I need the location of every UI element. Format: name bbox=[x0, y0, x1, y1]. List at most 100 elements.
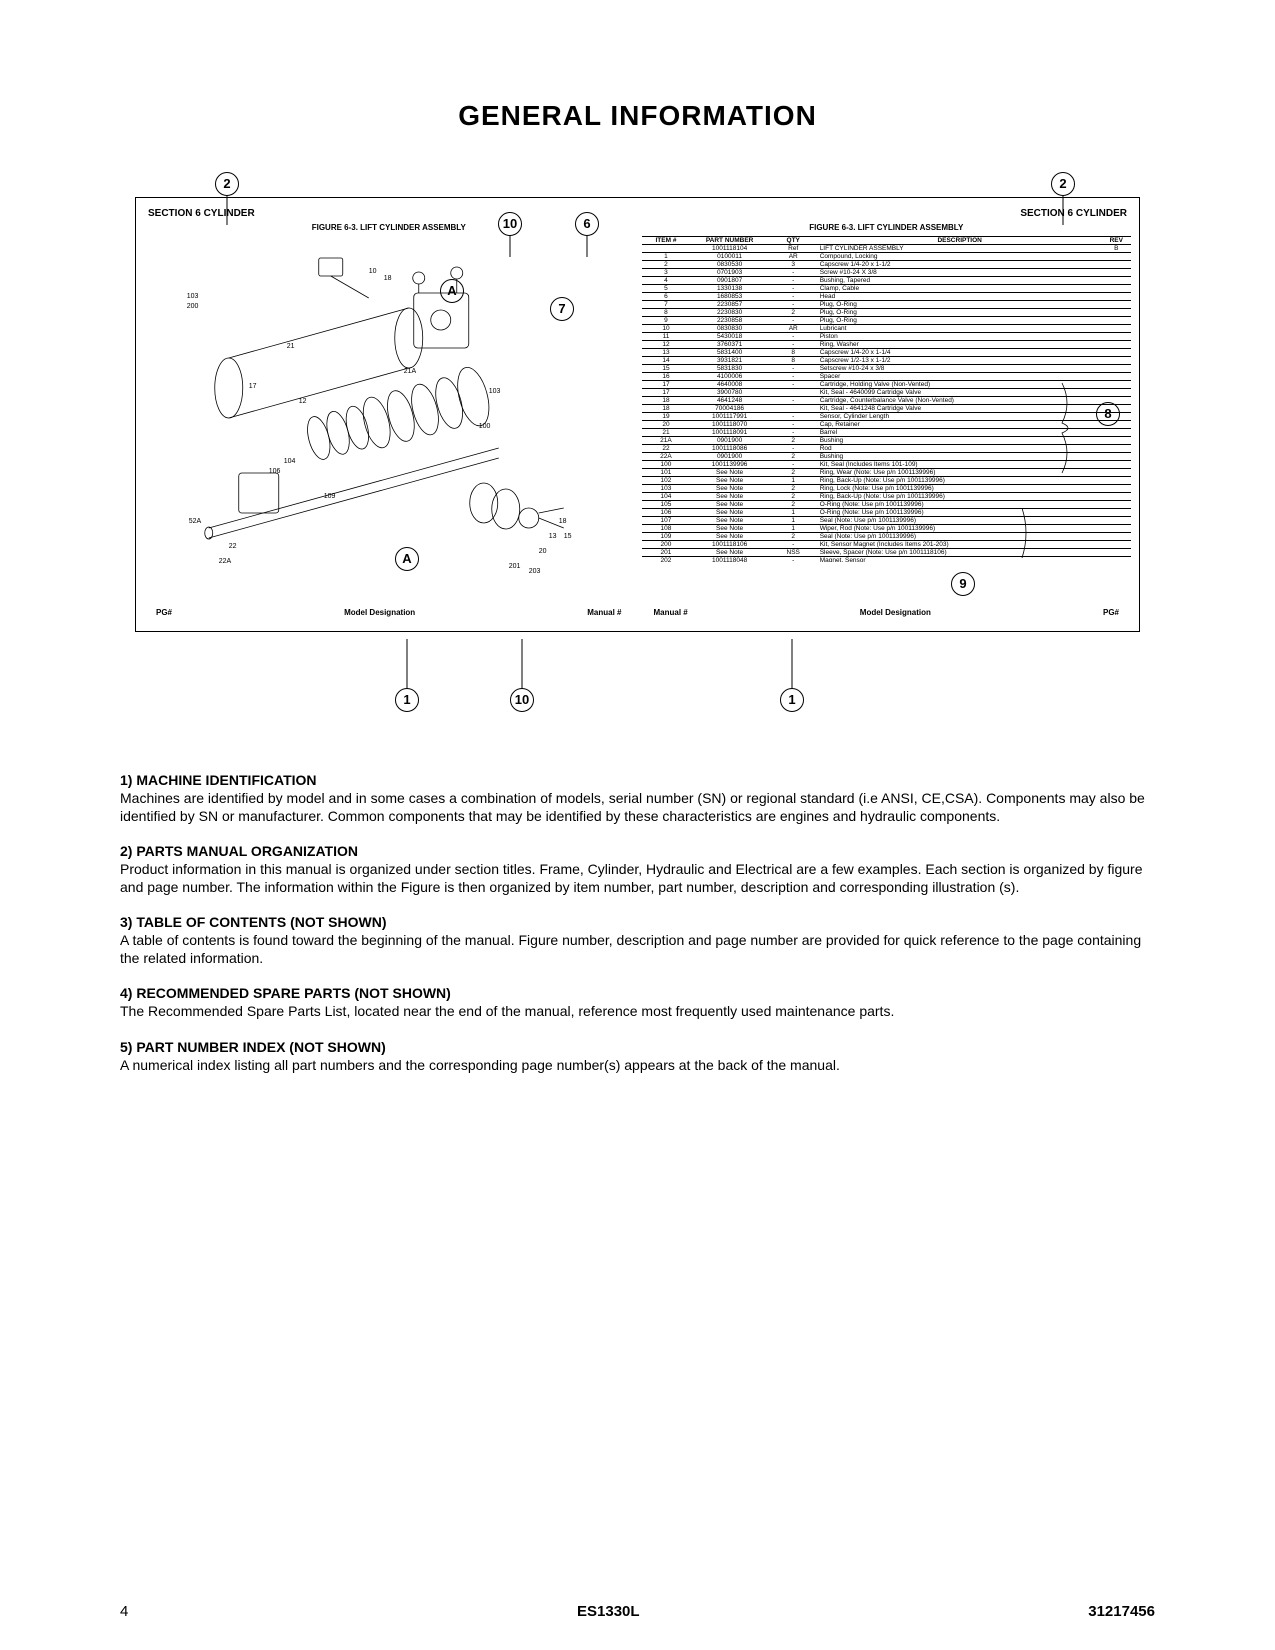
svg-text:106: 106 bbox=[269, 468, 281, 475]
table-row: 173900780 Kit, Seal - 4640099 Cartridge … bbox=[642, 389, 1132, 397]
section-body: A table of contents is found toward the … bbox=[120, 932, 1155, 967]
col-header: QTY bbox=[769, 237, 818, 245]
table-row: 1001001139996-Kit, Seal (Includes Items … bbox=[642, 461, 1132, 469]
table-row: 103See Note2 Ring, Lock (Note: Use p/n 1… bbox=[642, 485, 1132, 493]
callout-1-left: 1 bbox=[395, 688, 419, 712]
svg-text:203: 203 bbox=[529, 568, 541, 575]
callout-2-left: 2 bbox=[215, 172, 239, 196]
col-header: PART NUMBER bbox=[690, 237, 768, 245]
table-row: 102See Note1 Ring, Back-Up (Note: Use p/… bbox=[642, 477, 1132, 485]
table-row: 72230857-Plug, O-Ring bbox=[642, 301, 1132, 309]
section: 1) MACHINE IDENTIFICATION Machines are id… bbox=[120, 772, 1155, 825]
svg-text:13: 13 bbox=[549, 533, 557, 540]
diagram-figure: 2 2 10 6 7 A A 8 9 1 10 1 SECTION 6 CYLI… bbox=[120, 172, 1155, 712]
svg-text:109: 109 bbox=[324, 493, 336, 500]
table-row: 822308302Plug, O-Ring bbox=[642, 309, 1132, 317]
footer-pg-left: PG# bbox=[156, 608, 172, 617]
table-row: 40901807-Bushing, Tapered bbox=[642, 277, 1132, 285]
section: 4) RECOMMENDED SPARE PARTS (NOT SHOWN) Th… bbox=[120, 985, 1155, 1021]
table-row: 22A09019002 Bushing bbox=[642, 453, 1132, 461]
table-row: 201See NoteNSS Sleeve, Spacer (Note: Use… bbox=[642, 549, 1132, 557]
parts-table: ITEM #PART NUMBERQTYDESCRIPTIONREV 10011… bbox=[642, 236, 1132, 562]
svg-text:103: 103 bbox=[489, 388, 501, 395]
svg-text:100: 100 bbox=[479, 423, 491, 430]
svg-text:103: 103 bbox=[187, 293, 199, 300]
section-heading: 1) MACHINE IDENTIFICATION bbox=[120, 772, 1155, 788]
table-row: 106See Note1 O-Ring (Note: Use p/n 10011… bbox=[642, 509, 1132, 517]
callout-1-right: 1 bbox=[780, 688, 804, 712]
section-header-left: SECTION 6 CYLINDER bbox=[144, 206, 634, 221]
svg-text:10: 10 bbox=[369, 268, 377, 275]
table-row: 21A09019002 Bushing bbox=[642, 437, 1132, 445]
table-row: 2001001118106-Kit, Sensor Magnet (Includ… bbox=[642, 541, 1132, 549]
figure-caption-right: FIGURE 6-3. LIFT CYLINDER ASSEMBLY bbox=[642, 223, 1132, 232]
page-title: GENERAL INFORMATION bbox=[120, 100, 1155, 132]
svg-text:200: 200 bbox=[187, 303, 199, 310]
table-row: 201001118070-Cap, Retainer bbox=[642, 421, 1132, 429]
section: 2) PARTS MANUAL ORGANIZATION Product info… bbox=[120, 843, 1155, 896]
col-header: ITEM # bbox=[642, 237, 691, 245]
table-row: 92230858-Plug, O-Ring bbox=[642, 317, 1132, 325]
svg-text:21: 21 bbox=[287, 343, 295, 350]
table-row: 30701903-Screw #10-24 X 3/8 bbox=[642, 269, 1132, 277]
page-footer: 4 ES1330L 31217456 bbox=[120, 1603, 1155, 1620]
footer-model-right: Model Designation bbox=[860, 608, 931, 617]
callout-2-right: 2 bbox=[1051, 172, 1075, 196]
section-body: A numerical index listing all part numbe… bbox=[120, 1057, 1155, 1075]
svg-text:21A: 21A bbox=[404, 368, 417, 375]
section-heading: 3) TABLE OF CONTENTS (NOT SHOWN) bbox=[120, 914, 1155, 930]
section: 3) TABLE OF CONTENTS (NOT SHOWN) A table … bbox=[120, 914, 1155, 967]
exploded-view-panel: SECTION 6 CYLINDER FIGURE 6-3. LIFT CYLI… bbox=[144, 206, 634, 623]
table-row: 174640008-Cartridge, Holding Valve (Non-… bbox=[642, 381, 1132, 389]
table-row: 51330138-Clamp, Cable bbox=[642, 285, 1132, 293]
table-row: 10100011ARCompound, Locking bbox=[642, 253, 1132, 261]
table-row: 105See Note2 O-Ring (Note: Use p/n 10011… bbox=[642, 501, 1132, 509]
section: 5) PART NUMBER INDEX (NOT SHOWN) A numeri… bbox=[120, 1039, 1155, 1075]
table-row: 61680853-Head bbox=[642, 293, 1132, 301]
table-row: 108See Note1 Wiper, Rod (Note: Use p/n 1… bbox=[642, 525, 1132, 533]
svg-text:18: 18 bbox=[559, 518, 567, 525]
svg-text:17: 17 bbox=[249, 383, 257, 390]
section-body: Machines are identified by model and in … bbox=[120, 790, 1155, 825]
table-row: 191001117991-Sensor, Cylinder Length bbox=[642, 413, 1132, 421]
exploded-illustration: 103 200 10 18 21 21A 17 12 103 104106 109 100… bbox=[144, 238, 634, 578]
publication-number: 31217456 bbox=[1088, 1603, 1155, 1620]
section-heading: 5) PART NUMBER INDEX (NOT SHOWN) bbox=[120, 1039, 1155, 1055]
footer-man-right: Manual # bbox=[654, 608, 688, 617]
svg-text:15: 15 bbox=[564, 533, 572, 540]
section-heading: 4) RECOMMENDED SPARE PARTS (NOT SHOWN) bbox=[120, 985, 1155, 1001]
section-heading: 2) PARTS MANUAL ORGANIZATION bbox=[120, 843, 1155, 859]
table-row: 123760371-Ring, Washer bbox=[642, 341, 1132, 349]
svg-text:22: 22 bbox=[229, 543, 237, 550]
section-body: Product information in this manual is or… bbox=[120, 861, 1155, 896]
table-row: 115430018-Piston bbox=[642, 333, 1132, 341]
svg-text:104: 104 bbox=[284, 458, 296, 465]
footer-model-left: Model Designation bbox=[344, 608, 415, 617]
callout-10b: 10 bbox=[510, 688, 534, 712]
table-row: 155831830-Setscrew #10-24 x 3/8 bbox=[642, 365, 1132, 373]
footer-pg-right: PG# bbox=[1103, 608, 1119, 617]
table-row: 1358314008Capscrew 1/4-20 x 1-1/4 bbox=[642, 349, 1132, 357]
table-row: 109See Note2 Seal (Note: Use p/n 1001139… bbox=[642, 533, 1132, 541]
table-row: 104See Note2 Ring, Back-Up (Note: Use p/… bbox=[642, 493, 1132, 501]
table-row: 1870004186 Kit, Seal - 4641248 Cartridge… bbox=[642, 405, 1132, 413]
section-header-right: SECTION 6 CYLINDER bbox=[642, 206, 1132, 221]
table-row: 100830830ARLubricant bbox=[642, 325, 1132, 333]
svg-text:201: 201 bbox=[509, 563, 521, 570]
parts-list-panel: SECTION 6 CYLINDER FIGURE 6-3. LIFT CYLI… bbox=[642, 206, 1132, 623]
col-header: REV bbox=[1102, 237, 1131, 245]
section-body: The Recommended Spare Parts List, locate… bbox=[120, 1003, 1155, 1021]
table-row: 2021001118048- Magnet, Sensor bbox=[642, 557, 1132, 563]
table-row: 101See Note2 Ring, Wear (Note: Use p/n 1… bbox=[642, 469, 1132, 477]
table-row: 184641248-Cartridge, Counterbalance Valv… bbox=[642, 397, 1132, 405]
svg-text:22A: 22A bbox=[219, 558, 232, 565]
svg-text:20: 20 bbox=[539, 548, 547, 555]
svg-text:52A: 52A bbox=[189, 518, 202, 525]
svg-text:12: 12 bbox=[299, 398, 307, 405]
table-row: 107See Note1 Seal (Note: Use p/n 1001139… bbox=[642, 517, 1132, 525]
table-row: 1439318218Capscrew 1/2-13 x 1-1/2 bbox=[642, 357, 1132, 365]
model-code: ES1330L bbox=[577, 1603, 640, 1620]
col-header: DESCRIPTION bbox=[818, 237, 1102, 245]
footer-man-left: Manual # bbox=[587, 608, 621, 617]
table-row: 211001118091-Barrel bbox=[642, 429, 1132, 437]
